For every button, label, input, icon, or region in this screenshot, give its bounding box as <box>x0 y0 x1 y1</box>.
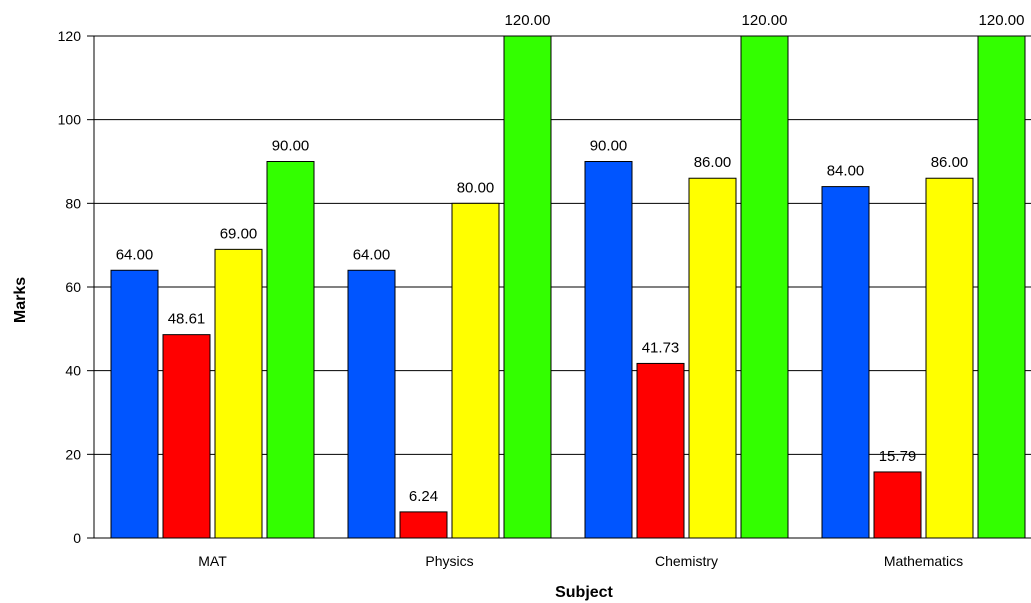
y-tick-label: 0 <box>73 530 81 546</box>
x-tick-label: Chemistry <box>655 553 718 569</box>
bar-value-label: 64.00 <box>353 246 391 263</box>
bar <box>688 177 737 539</box>
bar-value-label: 69.00 <box>220 225 258 242</box>
bar <box>399 511 448 539</box>
bar <box>821 186 870 539</box>
x-tick-label: MAT <box>198 553 227 569</box>
y-axis-title: Marks <box>12 277 29 323</box>
bar-value-label: 48.61 <box>168 311 206 328</box>
y-tick-label: 60 <box>65 279 81 295</box>
bar <box>740 35 789 539</box>
x-tick-label: Physics <box>425 553 473 569</box>
x-axis-title: Subject <box>555 584 613 601</box>
bar-value-label: 120.00 <box>742 12 788 29</box>
bar-value-label: 6.24 <box>409 488 438 505</box>
bar-value-label: 15.79 <box>879 448 917 465</box>
bar-value-label: 64.00 <box>116 246 154 263</box>
x-tick-label: Mathematics <box>884 553 963 569</box>
data-labels: 64.00 48.61 69.00 90.00 64.00 6.24 80.00 120.00… <box>116 12 1025 505</box>
y-tick-label: 100 <box>58 112 82 128</box>
y-tick-label: 120 <box>58 28 82 44</box>
bar <box>266 161 315 539</box>
bar <box>584 161 633 539</box>
y-tick-label: 20 <box>65 446 81 462</box>
bar-value-label: 120.00 <box>505 12 551 29</box>
bar <box>214 248 263 539</box>
bar <box>110 269 159 539</box>
y-tick-label: 40 <box>65 363 81 379</box>
bar-value-label: 80.00 <box>457 179 495 196</box>
bar <box>503 35 552 539</box>
bar-value-label: 90.00 <box>590 138 628 155</box>
bars <box>110 35 1026 539</box>
bar <box>873 471 922 539</box>
y-tick-label: 80 <box>65 195 81 211</box>
bar-value-label: 86.00 <box>694 154 732 171</box>
axes: 0 20 40 60 80 100 120 MAT Physics Chemistry Mathem… <box>58 28 1031 569</box>
bar <box>636 362 685 539</box>
bar <box>347 269 396 539</box>
bar-value-label: 90.00 <box>272 138 310 155</box>
bar-value-label: 86.00 <box>931 154 969 171</box>
bar-value-label: 120.00 <box>979 12 1025 29</box>
bar <box>925 177 974 539</box>
bar-value-label: 84.00 <box>827 163 865 180</box>
bar-value-label: 41.73 <box>642 339 680 356</box>
bar <box>162 334 211 539</box>
bar <box>451 202 500 539</box>
bar <box>977 35 1026 539</box>
